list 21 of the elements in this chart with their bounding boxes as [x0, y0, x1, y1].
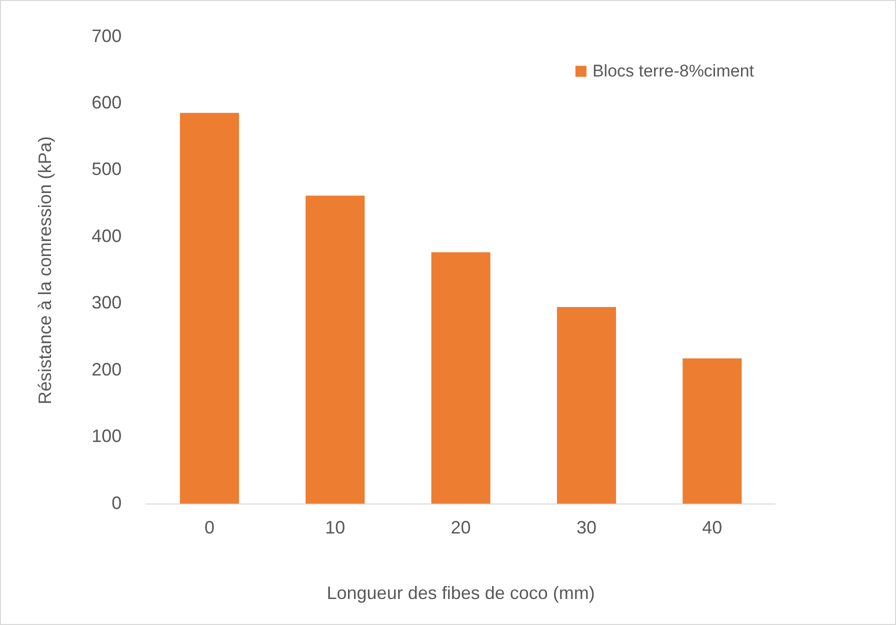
- x-tick-label: 20: [450, 518, 471, 538]
- y-tick-label: 100: [92, 426, 122, 446]
- x-tick-label: 30: [576, 518, 597, 538]
- bar: [306, 196, 365, 504]
- y-tick-label: 400: [92, 226, 122, 246]
- y-axis-title: Résistance à la comression (kPa): [34, 136, 55, 404]
- legend-label: Blocs terre-8%ciment: [592, 61, 754, 80]
- y-tick-label: 500: [92, 159, 122, 180]
- x-tick-label: 10: [325, 518, 346, 538]
- y-tick-label: 0: [112, 492, 122, 513]
- x-axis-title: Longueur des fibes de coco (mm): [326, 583, 595, 604]
- bar: [180, 112, 240, 504]
- bar: [682, 358, 742, 504]
- y-tick-label: 700: [92, 26, 122, 46]
- x-tick-label: 40: [702, 518, 722, 538]
- bar: [556, 306, 616, 504]
- x-tick-label: 0: [204, 518, 214, 538]
- bar: [431, 252, 490, 504]
- y-tick-label: 300: [92, 292, 122, 313]
- y-tick-label: 600: [92, 92, 122, 112]
- y-tick-label: 200: [92, 359, 122, 380]
